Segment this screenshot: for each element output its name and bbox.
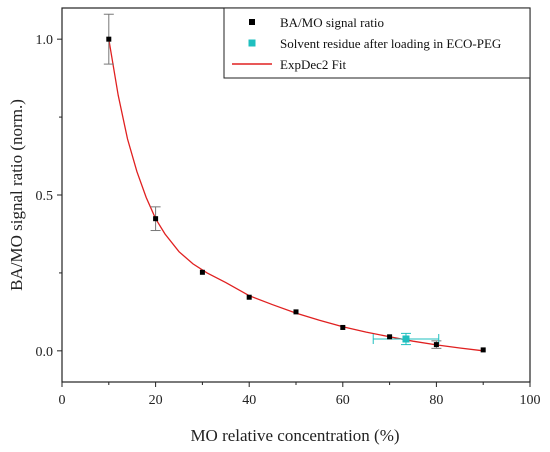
x-tick-label: 100 bbox=[520, 393, 541, 408]
data-point-layer bbox=[106, 36, 486, 353]
legend-entry-label: BA/MO signal ratio bbox=[280, 15, 384, 30]
y-tick-label: 0.0 bbox=[36, 345, 54, 360]
y-tick-label: 0.5 bbox=[36, 189, 54, 204]
data-point bbox=[433, 342, 439, 348]
legend-box bbox=[223, 7, 531, 79]
x-tick-label: 40 bbox=[242, 393, 256, 408]
axis-ticks: 0 20 40 60 80 100 0.0 0.5 1.0 bbox=[36, 33, 541, 408]
y-axis-label: BA/MO signal ratio (norm.) bbox=[7, 99, 26, 291]
x-tick-label: 20 bbox=[149, 393, 163, 408]
data-point bbox=[480, 347, 486, 353]
legend: BA/MO signal ratio Solvent residue after … bbox=[223, 7, 531, 79]
legend-entry-label: ExpDec2 Fit bbox=[280, 57, 346, 72]
data-point bbox=[387, 334, 393, 340]
legend-swatch-marker bbox=[249, 19, 255, 25]
data-point bbox=[246, 294, 252, 300]
fit-curve-line bbox=[108, 39, 484, 352]
solvent-residue-point bbox=[402, 335, 410, 343]
x-tick-label: 80 bbox=[429, 393, 443, 408]
legend-swatch-marker bbox=[248, 39, 256, 47]
x-tick-label: 0 bbox=[59, 393, 66, 408]
data-point bbox=[106, 36, 112, 42]
x-axis-label: MO relative concentration (%) bbox=[190, 426, 399, 445]
data-point bbox=[153, 216, 159, 222]
data-point bbox=[293, 309, 299, 315]
y-tick-label: 1.0 bbox=[36, 33, 54, 48]
x-tick-label: 60 bbox=[336, 393, 350, 408]
data-point bbox=[199, 269, 205, 275]
data-point bbox=[340, 324, 346, 330]
legend-entry-label: Solvent residue after loading in ECO-PEG bbox=[280, 36, 501, 51]
fit-curve-layer bbox=[108, 39, 484, 352]
